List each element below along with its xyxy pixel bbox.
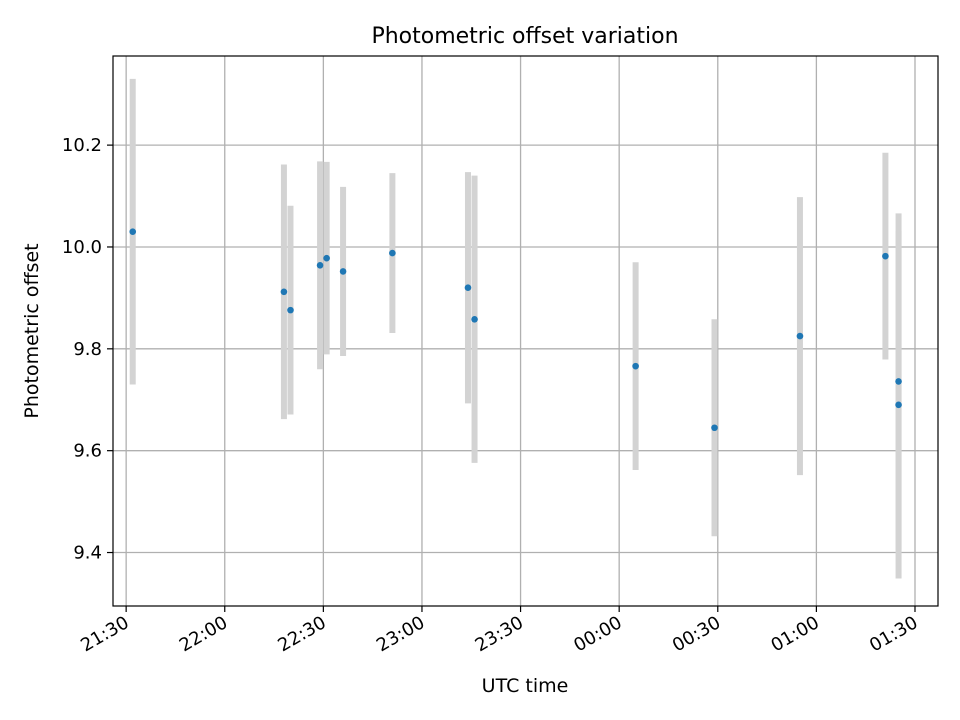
data-point bbox=[632, 362, 639, 370]
y-tick-label: 10.0 bbox=[62, 237, 102, 258]
x-axis-label: UTC time bbox=[482, 675, 569, 697]
data-point bbox=[316, 262, 324, 269]
y-tick-label: 9.6 bbox=[73, 441, 102, 462]
data-point bbox=[882, 252, 889, 260]
data-point bbox=[287, 306, 294, 314]
data-point bbox=[471, 315, 478, 323]
data-point bbox=[895, 401, 902, 409]
data-point bbox=[389, 249, 396, 257]
data-point bbox=[129, 228, 137, 235]
y-axis-label: Photometric offset bbox=[21, 243, 43, 418]
chart-title: Photometric offset variation bbox=[371, 24, 678, 49]
data-point bbox=[711, 424, 718, 432]
data-point bbox=[464, 284, 472, 292]
point-layer bbox=[129, 228, 902, 432]
data-point bbox=[796, 332, 804, 340]
y-tick-label: 9.8 bbox=[73, 339, 102, 360]
data-point bbox=[323, 254, 330, 262]
data-point bbox=[280, 288, 288, 296]
data-point bbox=[339, 268, 347, 275]
y-tick-label: 9.4 bbox=[73, 543, 102, 564]
y-tick-label: 10.2 bbox=[62, 135, 102, 156]
data-point bbox=[895, 378, 902, 385]
plot-frame bbox=[112, 55, 939, 607]
